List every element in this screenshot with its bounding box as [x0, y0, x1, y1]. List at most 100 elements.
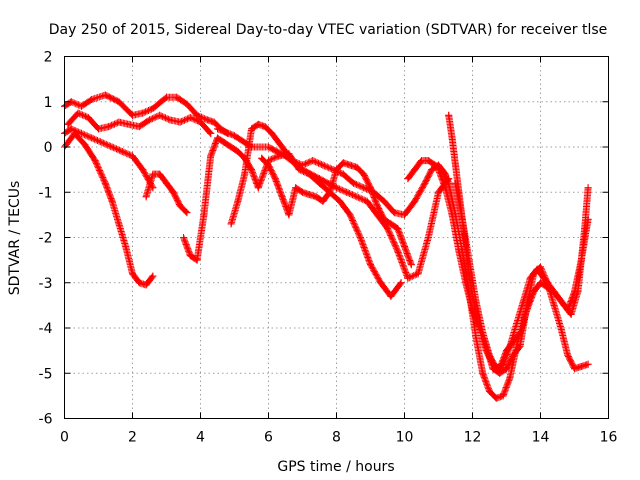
data-point	[384, 224, 391, 232]
data-point	[166, 116, 174, 124]
x-tick-label: 8	[332, 430, 341, 446]
data-point	[564, 351, 572, 359]
x-tick-label: 0	[60, 430, 69, 446]
data-point	[353, 193, 361, 201]
data-point	[523, 306, 531, 314]
data-point-segment	[170, 190, 184, 210]
data-point	[203, 116, 211, 124]
data-point	[506, 342, 514, 350]
data-point	[207, 129, 215, 137]
data-point	[343, 188, 351, 196]
data-point-segment	[200, 152, 215, 217]
data-point	[411, 166, 419, 174]
series-track-5	[142, 170, 191, 217]
data-point-segment	[129, 153, 147, 174]
data-point	[278, 143, 286, 151]
data-point-segment	[439, 167, 453, 187]
series-track-4	[61, 129, 157, 289]
data-point	[339, 159, 347, 167]
data-point	[316, 175, 323, 183]
data-point	[516, 342, 524, 350]
y-tick-label: -1	[39, 185, 53, 201]
data-point	[74, 109, 82, 117]
x-tick-label: 14	[532, 430, 550, 446]
x-tick-label: 2	[128, 430, 137, 446]
data-point	[506, 374, 514, 382]
data-point	[248, 166, 255, 174]
data-point	[299, 166, 306, 174]
data-point	[156, 111, 164, 119]
data-point	[231, 132, 238, 140]
data-point	[560, 301, 568, 309]
data-point	[458, 215, 466, 223]
data-point	[424, 157, 432, 165]
data-point-segment	[115, 221, 130, 251]
data-point	[387, 292, 395, 300]
y-tick-label: 2	[44, 50, 53, 66]
data-point	[67, 125, 75, 133]
y-tick-label: -2	[39, 231, 53, 247]
data-point	[499, 392, 507, 400]
data-point	[472, 297, 480, 305]
data-point	[265, 161, 272, 169]
data-point	[78, 129, 85, 137]
data-point	[526, 274, 534, 282]
data-point	[105, 123, 113, 131]
data-point	[135, 279, 143, 287]
series-track-2	[64, 109, 215, 137]
data-point	[520, 297, 527, 305]
data-point	[441, 184, 449, 192]
data-point	[431, 161, 439, 169]
data-point-segment	[448, 136, 459, 169]
data-point-segment	[300, 166, 323, 183]
data-point	[78, 102, 85, 110]
data-point	[350, 179, 357, 187]
x-tick-label: 12	[464, 430, 482, 446]
data-point	[336, 197, 344, 205]
data-point	[465, 256, 473, 264]
data-point	[339, 170, 347, 178]
data-point-segment	[85, 115, 102, 133]
data-point-segment	[265, 163, 279, 183]
gridlines	[64, 56, 609, 419]
series-track-9	[214, 125, 453, 282]
data-point	[248, 125, 255, 133]
data-point-segment	[388, 279, 405, 299]
data-point	[234, 197, 242, 205]
x-tick-label: 4	[196, 430, 205, 446]
data-point-segment	[374, 203, 388, 223]
data-point-segment	[425, 188, 442, 240]
data-point	[84, 114, 92, 122]
data-point	[98, 138, 106, 146]
data-point	[200, 211, 208, 219]
data-point	[254, 120, 262, 128]
data-point	[186, 252, 194, 260]
data-point	[346, 211, 354, 219]
data-point	[319, 197, 327, 205]
data-point-segment	[227, 197, 242, 228]
data-point	[115, 220, 123, 228]
data-point	[404, 274, 412, 282]
data-point	[95, 125, 102, 133]
series-track-13	[452, 179, 592, 373]
data-point	[380, 197, 388, 205]
data-point-segment	[364, 199, 381, 219]
data-point	[462, 279, 470, 287]
data-point	[516, 329, 524, 337]
data-point	[584, 360, 592, 368]
data-point	[554, 292, 561, 300]
data-point	[367, 261, 374, 269]
data-point	[577, 362, 585, 370]
data-point	[503, 365, 510, 373]
data-point	[387, 220, 395, 228]
data-point-segment	[401, 197, 419, 218]
data-point	[445, 111, 453, 119]
data-point	[115, 118, 123, 126]
data-point	[373, 211, 381, 219]
data-point	[346, 161, 354, 169]
data-point	[248, 143, 255, 151]
data-point-segment	[412, 179, 429, 204]
data-point-segment	[317, 175, 340, 192]
data-point	[333, 184, 340, 192]
